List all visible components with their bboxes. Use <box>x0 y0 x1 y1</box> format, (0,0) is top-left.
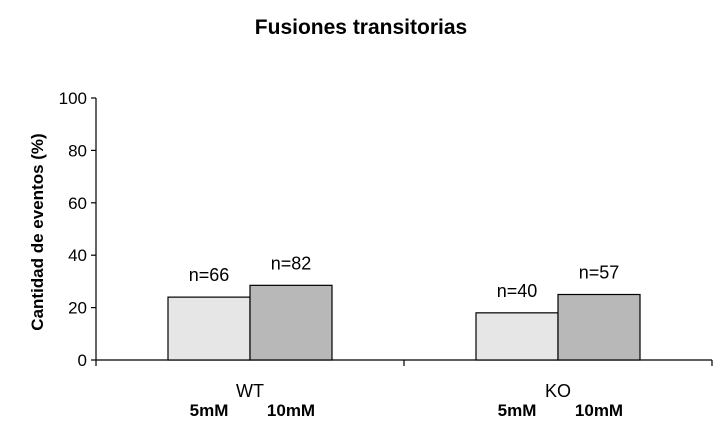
chart-title: Fusiones transitorias <box>254 16 468 39</box>
y-tick-label: 40 <box>68 246 87 265</box>
axes: 0 20 40 60 80 100 <box>59 89 713 370</box>
bar <box>557 293 641 361</box>
data-label: n=66 <box>189 265 230 285</box>
series-label: 10mM <box>575 401 623 420</box>
series-label: 10mM <box>267 401 315 420</box>
category-label: WT <box>236 381 264 401</box>
data-label: n=82 <box>271 253 312 273</box>
y-tick-label: 0 <box>78 351 87 370</box>
data-label: n=57 <box>579 263 620 283</box>
y-tick-label: 60 <box>68 194 87 213</box>
y-axis-label: Cantidad de eventos (%) <box>28 133 47 330</box>
bar <box>475 312 559 361</box>
y-tick-label: 80 <box>68 141 87 160</box>
data-label: n=40 <box>497 281 538 301</box>
series-label: 5mM <box>498 401 537 420</box>
y-tick-label: 20 <box>68 299 87 318</box>
bar <box>167 296 251 361</box>
series-label: 5mM <box>190 401 229 420</box>
bars <box>167 284 641 361</box>
category-label: KO <box>545 381 571 401</box>
bar <box>249 284 333 361</box>
y-tick-label: 100 <box>59 89 87 108</box>
